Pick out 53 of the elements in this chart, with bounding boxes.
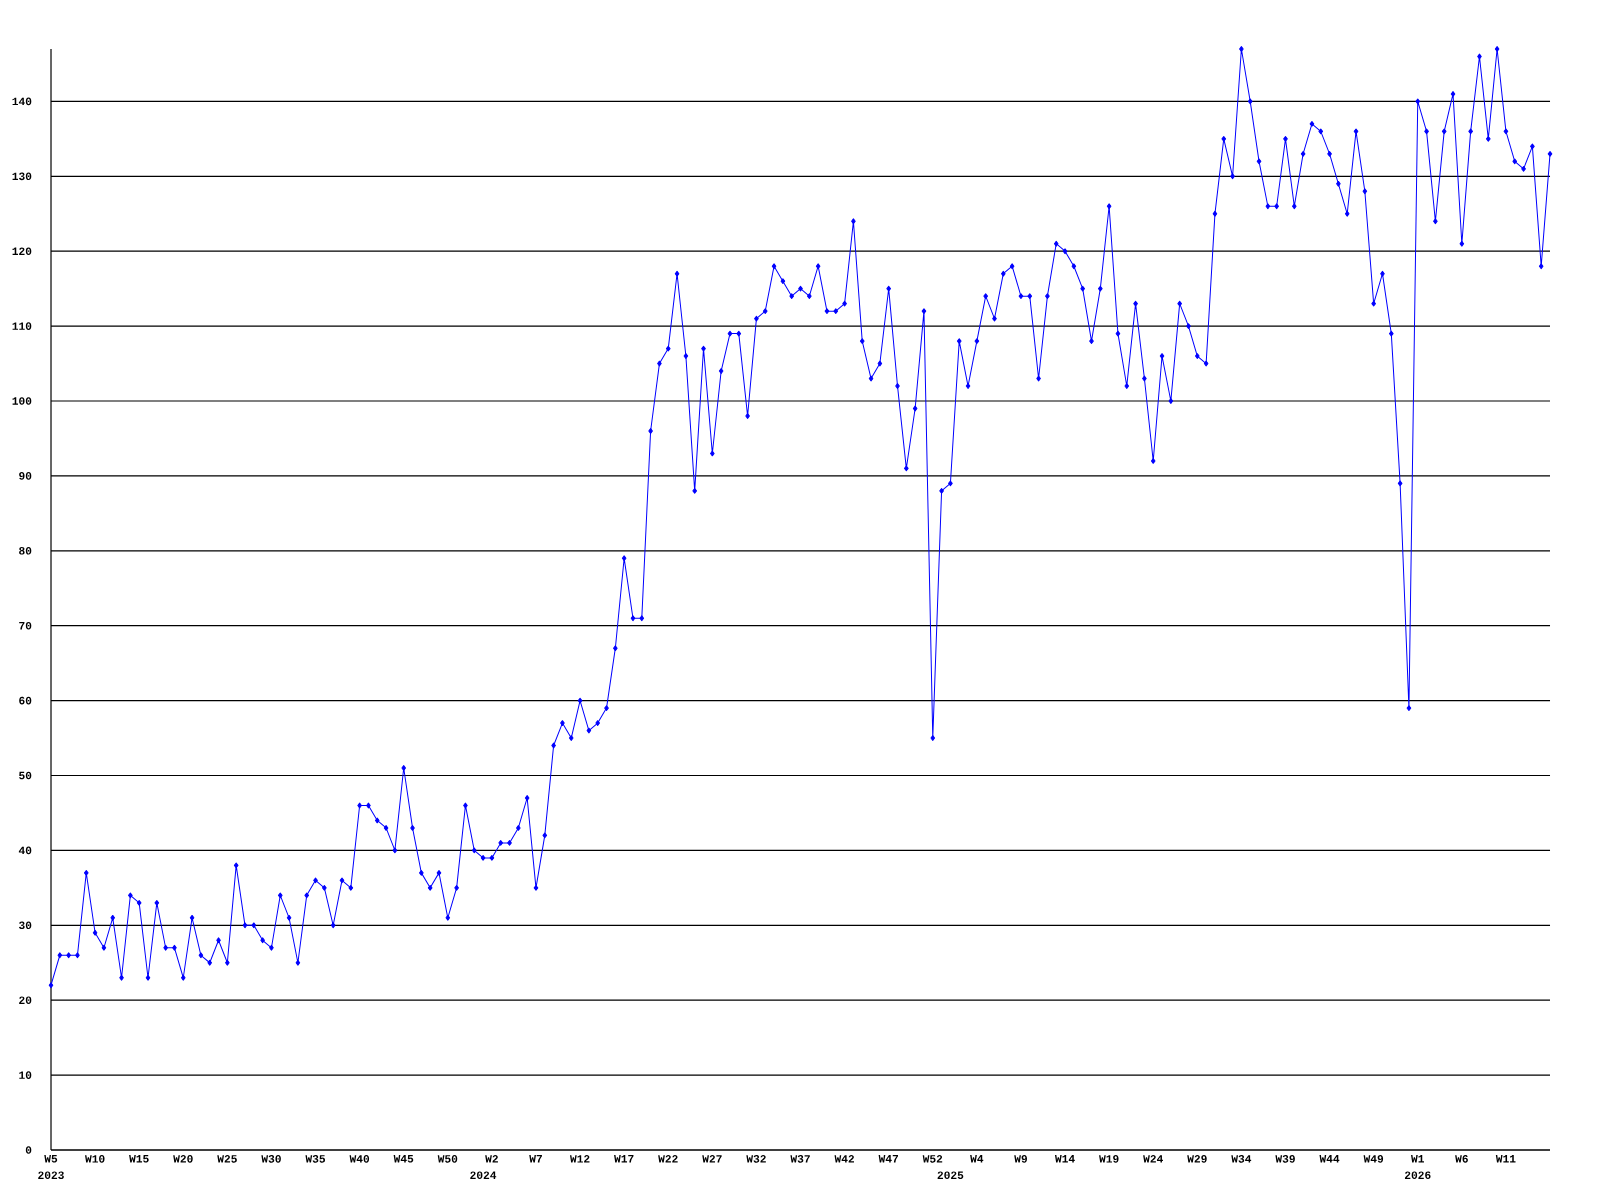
- y-tick-label: 80: [19, 547, 32, 555]
- x-tick-label: W52: [922, 1155, 943, 1163]
- x-tick-label: W22: [658, 1155, 678, 1163]
- x-tick-label: W49: [1363, 1155, 1384, 1163]
- x-tick-label: W50: [437, 1155, 458, 1163]
- y-tick-label: 90: [19, 472, 32, 480]
- x-tick-label: W2: [485, 1155, 498, 1163]
- x-tick-label: W5: [44, 1155, 58, 1163]
- text: 2024: [470, 1171, 497, 1179]
- y-tick-label: 140: [12, 97, 32, 106]
- x-tick-label: W37: [790, 1155, 810, 1163]
- y-tick-label: 30: [19, 921, 32, 930]
- x-tick-label: W47: [878, 1155, 899, 1163]
- x-tick-label: W24: [1143, 1155, 1163, 1163]
- y-tick-label: 0: [25, 1146, 32, 1154]
- x-tick-label: W44: [1319, 1155, 1340, 1163]
- x-tick-label: W39: [1275, 1155, 1295, 1163]
- y-tick-label: 120: [12, 247, 32, 255]
- x-tick-label: W40: [349, 1155, 370, 1163]
- x-tick-label: W45: [393, 1155, 414, 1163]
- text: 2025: [937, 1171, 964, 1179]
- x-tick-label: W27: [702, 1155, 722, 1163]
- y-tick-label: 40: [18, 846, 32, 855]
- x-tick-label: W35: [305, 1155, 326, 1163]
- y-tick-label: 50: [19, 771, 32, 780]
- x-tick-label: W29: [1187, 1155, 1207, 1163]
- y-tick-label: 10: [19, 1071, 32, 1079]
- x-tick-label: W12: [569, 1155, 590, 1163]
- x-tick-label: W15: [129, 1155, 149, 1163]
- x-tick-label: W10: [85, 1155, 105, 1163]
- x-tick-label: W34: [1231, 1155, 1252, 1163]
- x-tick-label: W1: [1411, 1155, 1424, 1163]
- x-tick-label: W19: [1099, 1155, 1119, 1163]
- y-tick-label: 20: [19, 996, 32, 1004]
- x-tick-label: W7: [529, 1155, 542, 1163]
- text: 2023: [38, 1171, 64, 1180]
- y-tick-label: 110: [12, 322, 32, 330]
- y-tick-label: 100: [12, 397, 32, 405]
- x-tick-label: W14: [1054, 1155, 1075, 1163]
- x-tick-label: W20: [173, 1155, 193, 1163]
- y-tick-label: 60: [19, 696, 32, 705]
- x-tick-label: W11: [1495, 1155, 1516, 1163]
- x-tick-label: W4: [970, 1155, 984, 1163]
- x-tick-label: W30: [261, 1155, 281, 1163]
- y-tick-label: 70: [19, 621, 32, 630]
- x-tick-label: W17: [614, 1155, 634, 1163]
- x-tick-label: W9: [1014, 1155, 1028, 1163]
- text: 2026: [1404, 1171, 1431, 1179]
- y-tick-label: 130: [12, 172, 32, 181]
- x-tick-label: W6: [1455, 1155, 1468, 1163]
- x-tick-label: W25: [217, 1155, 237, 1163]
- x-tick-label: W32: [746, 1155, 766, 1163]
- x-tick-label: W42: [834, 1155, 855, 1163]
